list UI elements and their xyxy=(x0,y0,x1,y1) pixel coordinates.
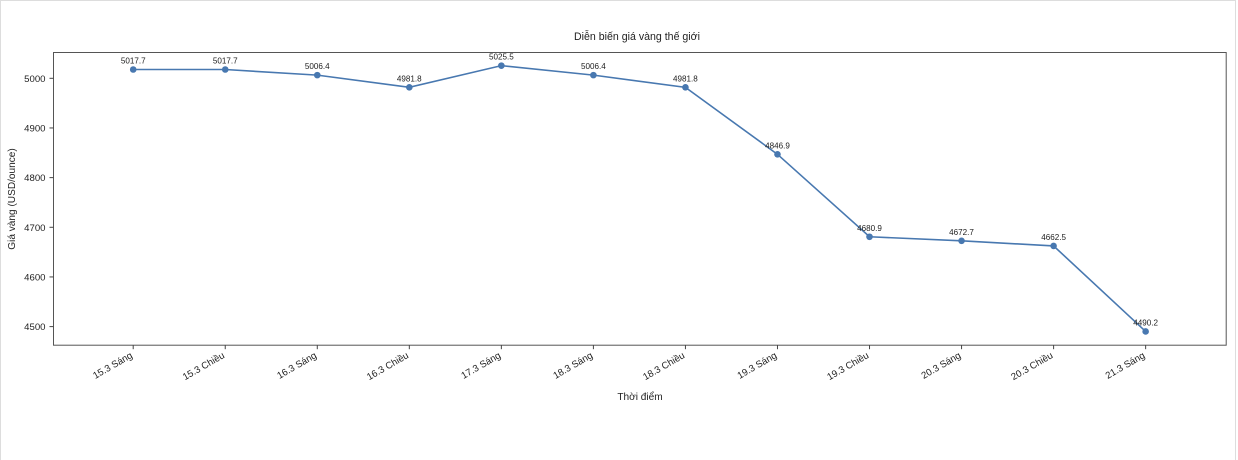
svg-text:4981.8: 4981.8 xyxy=(397,74,422,83)
svg-text:4500: 4500 xyxy=(24,322,45,333)
svg-text:21.3 Sáng: 21.3 Sáng xyxy=(1104,350,1147,381)
svg-text:20.3 Chiều: 20.3 Chiều xyxy=(1009,350,1055,383)
svg-text:4846.9: 4846.9 xyxy=(765,141,790,150)
svg-text:18.3 Sáng: 18.3 Sáng xyxy=(552,350,595,381)
svg-text:4490.2: 4490.2 xyxy=(1133,318,1158,327)
svg-text:4662.5: 4662.5 xyxy=(1041,233,1066,242)
svg-text:5006.4: 5006.4 xyxy=(305,62,330,71)
svg-text:19.3 Chiều: 19.3 Chiều xyxy=(825,350,871,383)
svg-text:Giá vàng (USD/ounce): Giá vàng (USD/ounce) xyxy=(7,148,18,250)
svg-text:5006.4: 5006.4 xyxy=(581,62,606,71)
svg-text:5000: 5000 xyxy=(24,74,45,85)
svg-text:20.3 Sáng: 20.3 Sáng xyxy=(920,350,963,381)
svg-text:15.3 Sáng: 15.3 Sáng xyxy=(91,350,134,381)
svg-text:4900: 4900 xyxy=(24,123,45,134)
svg-text:5025.5: 5025.5 xyxy=(489,53,514,62)
svg-text:4600: 4600 xyxy=(24,272,45,283)
svg-text:Diễn biến giá vàng thế giới: Diễn biến giá vàng thế giới xyxy=(574,30,700,43)
svg-text:4672.7: 4672.7 xyxy=(949,228,974,237)
svg-text:5017.7: 5017.7 xyxy=(213,57,238,66)
svg-text:16.3 Sáng: 16.3 Sáng xyxy=(275,350,318,381)
svg-text:18.3 Chiều: 18.3 Chiều xyxy=(641,350,687,383)
svg-text:16.3 Chiều: 16.3 Chiều xyxy=(365,350,411,383)
svg-text:15.3 Chiều: 15.3 Chiều xyxy=(181,350,227,383)
svg-text:4680.9: 4680.9 xyxy=(857,224,882,233)
svg-text:19.3 Sáng: 19.3 Sáng xyxy=(736,350,779,381)
svg-text:4981.8: 4981.8 xyxy=(673,74,698,83)
svg-text:5017.7: 5017.7 xyxy=(121,57,146,66)
svg-text:4700: 4700 xyxy=(24,223,45,234)
svg-text:17.3 Sáng: 17.3 Sáng xyxy=(459,350,502,381)
svg-text:4800: 4800 xyxy=(24,173,45,184)
svg-text:Thời điểm: Thời điểm xyxy=(617,391,662,403)
